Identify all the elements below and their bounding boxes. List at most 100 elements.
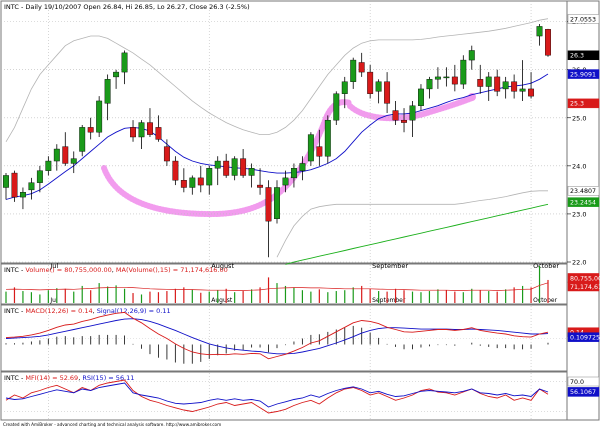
mfi-line (5, 379, 549, 414)
bollinger-upper-line (5, 18, 549, 143)
volume-panel-title: INTC - Volume() = 80,755,000.00, MA(Volu… (4, 266, 228, 274)
macd-line (5, 311, 549, 360)
rsi-layer (1, 373, 567, 419)
price-badge-bg-4 (567, 186, 600, 196)
candle-body (155, 127, 162, 140)
bollinger-lower-line (276, 190, 548, 258)
candle-body (172, 160, 179, 181)
volume-title-ma: MA(Volume(),15) = 71,174,616.00 (116, 266, 228, 274)
candle-body (316, 146, 323, 157)
price-badge-bg-5 (567, 197, 600, 207)
candle-body (130, 127, 136, 138)
candle-body (502, 81, 509, 90)
candle-body (138, 122, 145, 138)
volume-x-label-2: September (372, 297, 406, 304)
rsi-panel-title: INTC - MFI(14) = 52.69, RSI(15) = 56.11 (4, 374, 134, 382)
macd-title-sep: , (93, 307, 97, 315)
volume-title-sep: , (112, 266, 116, 274)
price-badge-bg-0 (567, 14, 600, 24)
volume-title-value: Volume() = 80,755,000.00 (25, 266, 111, 274)
candle-body (240, 158, 247, 176)
candle-body (19, 192, 26, 198)
candle-body (460, 59, 467, 85)
magenta-curve-upper (347, 95, 475, 122)
candle-body (528, 88, 535, 97)
price-panel-frame (0, 0, 568, 264)
candle-body (392, 110, 399, 121)
macd-title-prefix: INTC - (4, 307, 25, 315)
price-y-label-2: 25.0 (572, 114, 586, 122)
macd-title-signal: Signal(12,26,9) = 0.11 (97, 307, 171, 315)
candle-body (257, 184, 264, 188)
macd-panel-title: INTC - MACD(12,26) = 0.14, Signal(12,26,… (4, 307, 171, 315)
candle-body (477, 79, 484, 87)
rsi-title-rsi: RSI(15) = 56.11 (82, 374, 134, 382)
candle-body (333, 93, 340, 121)
candle-body (282, 177, 289, 186)
x-tick-label-2: September (372, 262, 408, 270)
price-layer: Jul August September October (1, 1, 567, 270)
candle-body (451, 76, 458, 85)
price-badge-bg-1 (567, 50, 600, 61)
candle-body (384, 81, 391, 104)
candle-body (434, 76, 441, 80)
volume-ma-line (5, 282, 549, 291)
x-tick-label-0: Jul (49, 262, 58, 270)
candle-body (223, 160, 230, 176)
x-tick-label-1: August (211, 262, 234, 270)
candle-body (494, 76, 501, 92)
candle-body (36, 170, 43, 183)
price-y-label-4: 23.0 (572, 210, 586, 218)
candle-body (87, 127, 94, 133)
candle-body (350, 59, 357, 82)
candle-body (189, 177, 196, 188)
macd-layer (1, 306, 567, 370)
volume-layer: Jul August September October (5, 265, 558, 304)
candle-body (299, 163, 306, 171)
rsi-badge-label-0: 56.1067 (570, 389, 596, 396)
candle-body (307, 134, 314, 162)
price-badge-label-5: 23.2454 (570, 199, 596, 206)
candle-body (104, 79, 111, 104)
candle-body (70, 158, 77, 164)
candle-body (214, 160, 221, 169)
candle-body (53, 148, 60, 162)
candle-body (79, 127, 86, 152)
x-tick-label-3: October (533, 262, 559, 270)
candle-body (11, 172, 18, 198)
rsi-title-sep: , (78, 374, 82, 382)
price-badge-label-4: 23.4807 (570, 188, 596, 195)
candle-body (511, 81, 518, 92)
candle-body (443, 76, 450, 79)
candle-body (147, 122, 153, 135)
long-ma-line (285, 203, 549, 265)
price-badge-label-0: 27.0553 (570, 16, 596, 23)
rsi-title-prefix: INTC - (4, 374, 25, 382)
candle-body (274, 187, 280, 219)
candle-body (180, 180, 187, 188)
rsi-title-mfi: MFI(14) = 52.69 (25, 374, 78, 382)
macd-panel-frame (0, 304, 568, 372)
candle-body (62, 146, 69, 164)
candle-body (248, 168, 255, 176)
footer-credit: Created with AmiBroker - advanced charti… (3, 422, 221, 427)
candle-body (418, 88, 424, 106)
axis-layer: 27.026.025.024.023.022.027.055326.325.90… (567, 14, 600, 397)
candle-body (367, 71, 374, 94)
macd-badge-bg-1 (567, 332, 600, 342)
magenta-curve-lower (101, 99, 353, 218)
candle-body (485, 76, 492, 87)
price-y-label-5: 22.0 (572, 259, 586, 267)
candle-body (121, 52, 128, 73)
macd-signal-line (5, 318, 549, 355)
candle-body (113, 71, 120, 78)
price-chart-title: INTC - Daily 19/10/2007 Open 26.84, Hi 2… (4, 3, 250, 11)
volume-x-label-0: Jul (49, 297, 58, 304)
candle-body (468, 50, 475, 61)
price-y-label-3: 24.0 (572, 162, 586, 170)
candle-body (536, 26, 543, 37)
candle-body (545, 29, 551, 56)
candle-body (519, 88, 526, 92)
candle-body (231, 158, 238, 176)
